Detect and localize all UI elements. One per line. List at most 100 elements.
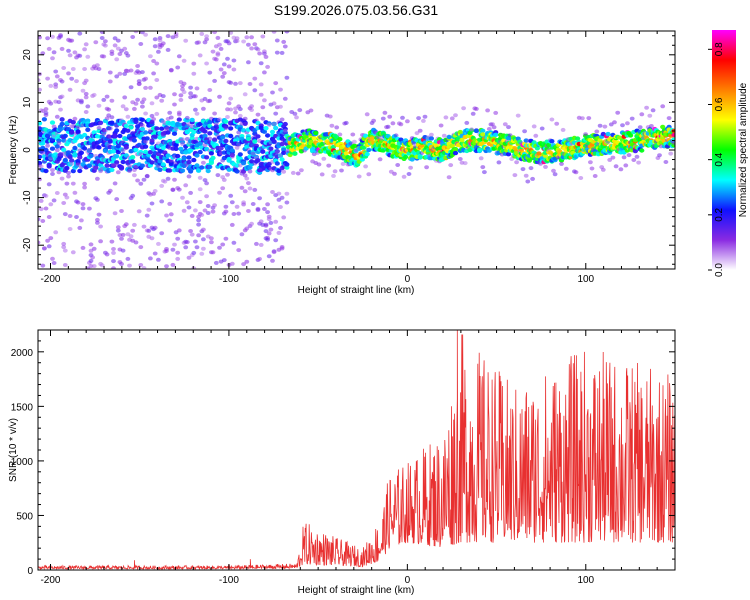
spectrogram-noise-cell <box>225 172 230 177</box>
spectrogram-noise-cell <box>199 31 205 36</box>
spectrogram-cell <box>85 127 91 132</box>
spectrogram-cell <box>281 147 287 152</box>
spectrogram-cell <box>616 135 622 140</box>
spectrogram-cell <box>313 130 319 136</box>
x-tick-label: 100 <box>577 274 594 285</box>
spectrogram-noise-cell <box>262 207 267 211</box>
spectrogram-noise-cell <box>66 170 71 175</box>
spectrogram-cell <box>38 121 43 126</box>
spectrogram-noise-cell <box>543 164 548 169</box>
spectrogram-noise-cell <box>247 82 253 86</box>
spectrogram-noise-cell <box>220 186 226 191</box>
spectrogram-noise-cell <box>597 123 603 128</box>
spectrogram-noise-cell <box>66 71 71 76</box>
spectrogram-cell <box>279 141 285 147</box>
spectrogram-noise-cell <box>170 247 176 252</box>
spectrogram-noise-cell <box>316 162 322 167</box>
spectrogram-noise-cell <box>156 49 161 54</box>
spectrogram-noise-cell <box>82 181 87 186</box>
spectrogram-noise-cell <box>72 116 78 121</box>
spectrogram-noise-cell <box>50 172 55 176</box>
spectrogram-noise-cell <box>59 46 65 51</box>
spectrogram-noise-cell <box>173 34 179 39</box>
spectrogram-noise-cell <box>220 242 226 247</box>
spectrogram-noise-cell <box>148 54 153 59</box>
spectrogram-noise-cell <box>559 161 564 166</box>
spectrogram-noise-cell <box>443 115 449 120</box>
spectrogram-noise-cell <box>159 183 165 188</box>
spectrogram-noise-cell <box>205 204 211 208</box>
spectrogram-noise-cell <box>247 186 253 191</box>
spectrogram-noise-cell <box>170 262 176 267</box>
spectrogram-noise-cell <box>279 245 285 249</box>
spectrogram-cell <box>143 149 149 155</box>
spectrogram-cell <box>114 154 120 159</box>
spectrogram-noise-cell <box>178 93 184 98</box>
spectrogram-noise-cell <box>514 160 519 165</box>
spectrogram-noise-cell <box>83 78 89 83</box>
spectrogram-noise-cell <box>408 165 413 170</box>
spectrogram-noise-cell <box>270 190 275 194</box>
spectrogram-noise-cell <box>319 172 325 177</box>
spectrogram-noise-cell <box>482 170 487 175</box>
spectrogram-cell <box>660 124 666 130</box>
spectrogram-noise-cell <box>167 218 173 223</box>
spectrogram-y-label: Frequency (Hz) <box>8 116 19 185</box>
spectrogram-noise-cell <box>202 96 208 101</box>
spectrogram-cell <box>536 151 542 156</box>
spectrogram-noise-cell <box>204 194 210 199</box>
spectrogram-cell <box>242 121 248 127</box>
spectrogram-cell <box>67 154 73 160</box>
spectrogram-cell <box>115 149 121 155</box>
spectrogram-noise-cell <box>631 158 637 162</box>
spectrogram-noise-cell <box>62 212 68 217</box>
spectrogram-noise-cell <box>159 199 165 204</box>
spectrogram-noise-cell <box>242 116 248 121</box>
spectrogram-noise-cell <box>178 97 184 102</box>
spectrogram-cell <box>131 138 137 143</box>
spectrogram-cell <box>189 117 195 123</box>
spectrogram-noise-cell <box>271 101 277 106</box>
spectrogram-noise-cell <box>70 67 76 71</box>
spectrogram-noise-cell <box>119 262 124 266</box>
spectrogram-noise-cell <box>615 110 621 115</box>
spectrogram-cell <box>75 158 81 164</box>
spectrogram-noise-cell <box>56 141 62 146</box>
spectrogram-noise-cell <box>392 171 397 176</box>
spectrogram-noise-cell <box>107 79 113 84</box>
spectrogram-noise-cell <box>281 39 287 44</box>
spectrogram-noise-cell <box>133 31 139 34</box>
spectrogram-noise-cell <box>239 185 245 190</box>
spectrogram-noise-cell <box>176 110 182 115</box>
spectrogram-noise-cell <box>143 139 149 144</box>
spectrogram-noise-cell <box>236 248 242 253</box>
spectrogram-noise-cell <box>594 129 600 134</box>
spectrogram-noise-cell <box>196 233 202 238</box>
spectrogram-noise-cell <box>38 35 42 40</box>
spectrogram-noise-cell <box>141 97 147 102</box>
spectrogram-cell <box>260 149 266 154</box>
spectrogram-cell <box>245 136 251 141</box>
spectrogram-noise-cell <box>135 64 141 68</box>
spectrogram-noise-cell <box>246 209 251 213</box>
spectrogram-noise-cell <box>244 259 250 264</box>
spectrogram-noise-cell <box>164 213 169 218</box>
spectrogram-cell <box>197 149 203 155</box>
spectrogram-noise-cell <box>331 173 336 178</box>
spectrogram-noise-cell <box>72 50 78 55</box>
spectrogram-noise-cell <box>457 157 463 161</box>
spectrogram-noise-cell <box>167 110 173 115</box>
spectrogram-noise-cell <box>400 115 405 120</box>
spectrogram-noise-cell <box>83 91 89 96</box>
x-tick-label: -100 <box>219 575 239 586</box>
spectrogram-noise-cell <box>127 263 132 268</box>
spectrogram-cell <box>143 130 149 135</box>
y-tick-label: 500 <box>16 511 33 522</box>
spectrogram-noise-cell <box>247 169 253 174</box>
spectrogram-noise-cell <box>589 166 595 171</box>
spectrogram-noise-cell <box>151 71 157 76</box>
y-tick-label: -10 <box>22 190 33 205</box>
spectrogram-noise-cell <box>563 166 569 171</box>
spectrogram-noise-cell <box>99 31 105 34</box>
spectrogram-noise-cell <box>85 54 91 59</box>
